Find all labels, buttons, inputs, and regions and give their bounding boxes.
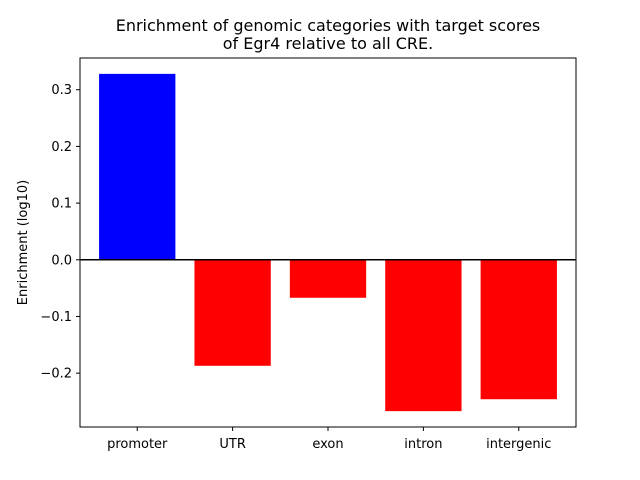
bar-promoter [99, 73, 176, 260]
chart-title-line-2: of Egr4 relative to all CRE. [223, 34, 433, 53]
chart-title: Enrichment of genomic categories with ta… [116, 16, 541, 53]
y-tick-label: 0.2 [51, 140, 72, 155]
x-tick-label-intron: intron [404, 437, 442, 452]
y-axis: −0.2 −0.1 0.0 0.1 0.2 0.3 [40, 83, 80, 382]
bar-intron [385, 259, 462, 412]
bar-UTR [194, 259, 271, 366]
y-axis-label: Enrichment (log10) [16, 180, 31, 305]
y-tick-label: 0.1 [51, 197, 72, 212]
y-tick-label: −0.1 [40, 310, 72, 325]
bar-exon [289, 259, 367, 298]
y-tick-label: 0.0 [51, 253, 72, 268]
x-tick-label-intergenic: intergenic [486, 437, 551, 452]
x-tick-label-promoter: promoter [107, 437, 168, 452]
chart-title-line-1: Enrichment of genomic categories with ta… [116, 16, 541, 35]
bars-group [99, 73, 557, 412]
y-tick-label: −0.2 [40, 367, 72, 382]
bar-intergenic [480, 259, 557, 400]
y-tick-label: 0.3 [51, 83, 72, 98]
x-tick-label-UTR: UTR [219, 437, 246, 452]
x-tick-label-exon: exon [312, 437, 343, 452]
x-axis: promoter UTR exon intron intergenic [107, 427, 551, 452]
